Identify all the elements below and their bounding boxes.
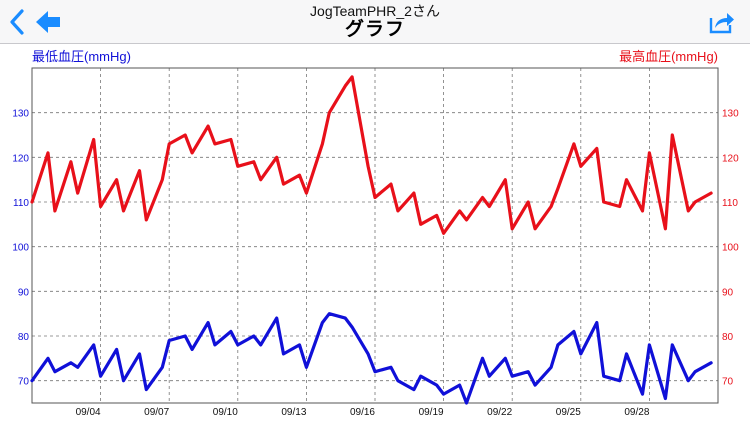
x-tick-label: 09/19 <box>419 407 444 418</box>
x-tick-label: 09/04 <box>76 407 101 418</box>
right-tick-label: 110 <box>722 198 738 209</box>
left-tick-label: 110 <box>13 198 29 209</box>
diastolic-series-line <box>30 312 713 405</box>
right-tick-label: 120 <box>722 153 739 164</box>
left-tick-label: 120 <box>12 153 29 164</box>
x-tick-label: 09/16 <box>350 407 375 418</box>
right-tick-label: 100 <box>722 243 739 254</box>
x-tick-label: 09/25 <box>556 407 581 418</box>
left-tick-label: 130 <box>12 109 29 120</box>
chevron-left-icon <box>10 9 24 35</box>
arrow-left-icon <box>36 11 60 33</box>
chart-series-layer <box>30 75 713 405</box>
navigation-bar: JogTeamPHR_2さん グラフ <box>0 0 750 44</box>
x-tick-label: 09/13 <box>281 407 306 418</box>
page-title: グラフ <box>344 19 405 40</box>
left-tick-label: 80 <box>18 332 30 343</box>
right-tick-label: 90 <box>722 287 734 298</box>
nav-title-group: JogTeamPHR_2さん グラフ <box>150 3 600 41</box>
systolic-series-line <box>30 75 713 235</box>
right-axis-label: 最高血圧(mmHg) <box>619 49 718 64</box>
chart-axis-layer: 70 70 80 80 90 90 100 100 110 110 120 120 130 130 09/0… <box>12 109 739 418</box>
share-button[interactable] <box>708 9 736 35</box>
right-tick-label: 70 <box>722 377 734 388</box>
right-tick-label: 80 <box>722 332 734 343</box>
left-axis-label: 最低血圧(mmHg) <box>32 49 131 64</box>
blood-pressure-chart: 70 70 80 80 90 90 100 100 110 110 120 120 130 130 09/0… <box>12 49 739 418</box>
x-tick-label: 09/28 <box>624 407 649 418</box>
x-tick-label: 09/22 <box>487 407 512 418</box>
x-tick-label: 09/07 <box>144 407 169 418</box>
plot-frame <box>31 67 719 404</box>
share-icon <box>709 13 734 34</box>
chart-grid <box>32 68 718 403</box>
left-tick-label: 90 <box>18 287 30 298</box>
user-name: JogTeamPHR_2さん <box>310 3 440 19</box>
right-tick-label: 130 <box>722 109 739 120</box>
left-tick-label: 100 <box>12 243 29 254</box>
x-tick-label: 09/10 <box>213 407 238 418</box>
left-tick-label: 70 <box>18 377 30 388</box>
back-button[interactable] <box>6 6 64 38</box>
